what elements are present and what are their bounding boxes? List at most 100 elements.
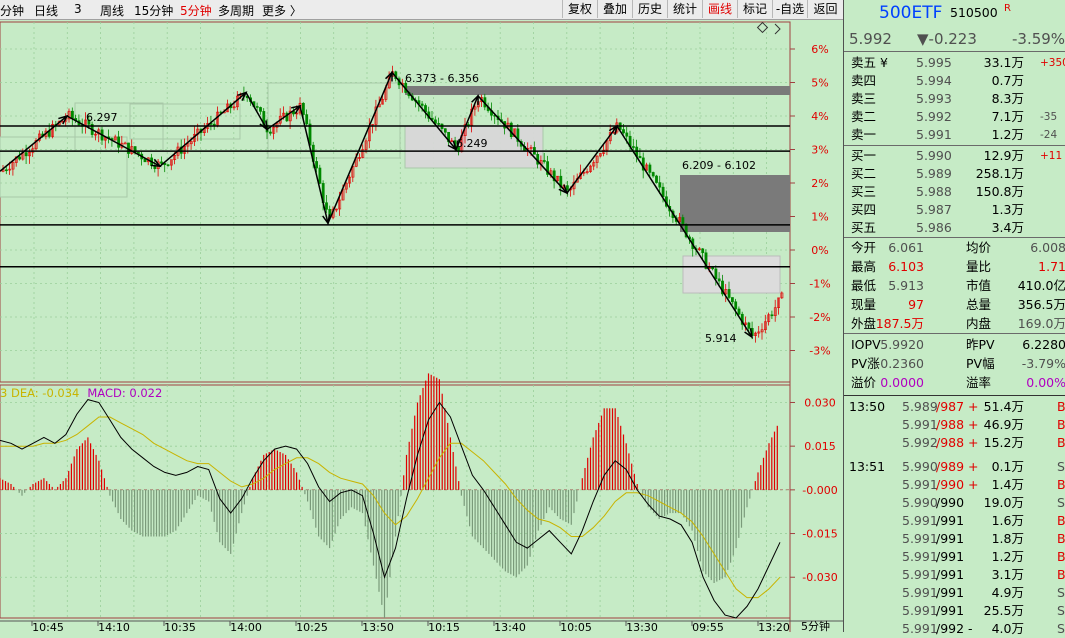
- tick-seq: /991: [936, 549, 965, 564]
- candle-body: [724, 289, 728, 295]
- price-annotations: 6.297 6.373 - 6.356 6.249 6.209 - 6.102 …: [86, 72, 756, 345]
- period-3[interactable]: 3: [74, 2, 82, 16]
- period-multi[interactable]: 多周期: [218, 4, 255, 18]
- tick-side: B: [1057, 417, 1065, 432]
- candle-body: [170, 159, 173, 166]
- tick-row: 5.991/991 1.6万 B: [844, 512, 1065, 530]
- buy-volume: 258.1万: [975, 166, 1024, 181]
- candle-body: [305, 114, 309, 125]
- time-tick-label: 14:10: [98, 621, 130, 632]
- candle-body: [285, 112, 289, 122]
- tick-price: 5.991: [902, 603, 938, 618]
- candle-body: [641, 157, 645, 171]
- candle-body: [770, 314, 774, 317]
- mark-button[interactable]: 标记: [737, 0, 772, 18]
- tick-side: S: [1057, 459, 1065, 474]
- sell-row: 卖五 ¥ 5.995 33.1万 +350: [844, 54, 1065, 72]
- macd-frame: [0, 384, 791, 619]
- candle-body: [730, 297, 734, 303]
- tick-seq: /991: [936, 585, 965, 600]
- candle-body: [625, 132, 629, 137]
- price-tick-label: 2%: [811, 177, 828, 190]
- tick-seq: /991: [936, 567, 965, 582]
- tick-volume: 1.6万: [991, 513, 1024, 528]
- tick-price: 5.990: [902, 495, 938, 510]
- price-tick-label: 5%: [811, 77, 828, 90]
- candle-body: [777, 297, 781, 309]
- annotation-mid: 6.249: [456, 137, 488, 150]
- period-15min[interactable]: 15分钟: [134, 4, 174, 18]
- tick-side: B: [1057, 477, 1065, 492]
- candle-body: [361, 149, 365, 158]
- price-tick-label: 4%: [811, 110, 828, 123]
- sell-row: 卖二 5.992 7.1万 -35: [844, 108, 1065, 126]
- period-more[interactable]: 更多 〉: [262, 4, 302, 18]
- history-button[interactable]: 历史: [632, 0, 667, 18]
- sell-row: 卖三 5.993 8.3万: [844, 90, 1065, 108]
- iopv-label: PV涨: [851, 356, 880, 371]
- kline-chart[interactable]: 6.297 6.373 - 6.356 6.249 6.209 - 6.102 …: [0, 20, 843, 632]
- candle-body: [374, 106, 378, 125]
- draw-line-button[interactable]: 画线: [702, 0, 737, 18]
- candle-body: [24, 152, 28, 157]
- tick-volume: 3.1万: [991, 567, 1024, 582]
- sell-delta: +350: [1040, 57, 1065, 69]
- zigzag-arrowhead: [471, 94, 479, 105]
- remove-favorite-button[interactable]: -自选: [772, 0, 807, 18]
- period-minute[interactable]: 分钟: [0, 4, 25, 18]
- macd-tick-label: -0.015: [802, 528, 837, 541]
- candle-body: [325, 202, 328, 210]
- candle-body: [381, 99, 385, 105]
- candle-body: [123, 142, 127, 145]
- level-box: [129, 103, 241, 140]
- candle-body: [552, 170, 556, 182]
- tick-side: S: [1057, 495, 1065, 510]
- tick-row: 5.991/991 4.9万 S: [844, 584, 1065, 602]
- candle-body: [34, 140, 38, 150]
- annotation-high-2: 6.373 - 6.356: [405, 72, 479, 85]
- back-button[interactable]: 返回: [807, 0, 843, 18]
- macd-tick-label: 0.030: [804, 396, 836, 409]
- level-box: [404, 125, 544, 169]
- tick-price: 5.991: [902, 513, 938, 528]
- period-weekly[interactable]: 周线: [100, 4, 125, 18]
- period-daily[interactable]: 日线: [34, 4, 59, 18]
- adjust-button[interactable]: 复权: [562, 0, 597, 18]
- candle-body: [344, 182, 348, 190]
- zigzag-arrowhead: [608, 124, 619, 135]
- period-5min[interactable]: 5分钟: [180, 4, 212, 18]
- level-box: [267, 82, 401, 159]
- annotation-high-1: 6.297: [86, 111, 118, 124]
- time-tick-label: 13:40: [494, 621, 526, 632]
- buy-price: 5.987: [916, 202, 952, 217]
- time-tick-label: 10:05: [560, 621, 592, 632]
- candle-body: [282, 112, 286, 117]
- sell-level-label: 卖四: [851, 73, 877, 88]
- macd-tick-label: 0.015: [804, 440, 836, 453]
- candle-body: [711, 267, 715, 270]
- iopv-value: 5.9920: [880, 337, 924, 352]
- sell-delta: -35: [1040, 111, 1058, 123]
- stat-row: 最高 6.103 量比 1.71: [844, 258, 1065, 276]
- tick-time: 13:51: [849, 459, 886, 474]
- candle-body: [334, 208, 338, 211]
- zigzag-arrowhead: [558, 184, 569, 195]
- stats-button[interactable]: 统计: [667, 0, 702, 18]
- zigzag-arrowhead: [237, 91, 248, 101]
- macd-tick-label: -0.030: [802, 571, 837, 584]
- candle-body: [546, 161, 550, 175]
- buy-level-label: 买三: [851, 184, 877, 199]
- annotation-gap: 6.209 - 6.102: [682, 159, 756, 172]
- overlay-button[interactable]: 叠加: [597, 0, 632, 18]
- candle-body: [509, 122, 513, 137]
- period-toolbar: 分钟 日线 3 周线 15分钟 5分钟 多周期 更多 〉 复权 叠加 历史 统计…: [0, 0, 843, 20]
- tick-side: B: [1057, 531, 1065, 546]
- stat-label: 最低: [851, 278, 877, 293]
- candle-body: [255, 106, 259, 108]
- candle-body: [727, 289, 731, 298]
- macd-axis: 0.030 0.015 -0.000 -0.015 -0.030: [790, 396, 838, 584]
- iopv-value: 0.0000: [880, 375, 924, 390]
- candle-body: [186, 143, 190, 147]
- candle-body: [598, 153, 602, 157]
- tick-price: 5.992: [902, 435, 938, 450]
